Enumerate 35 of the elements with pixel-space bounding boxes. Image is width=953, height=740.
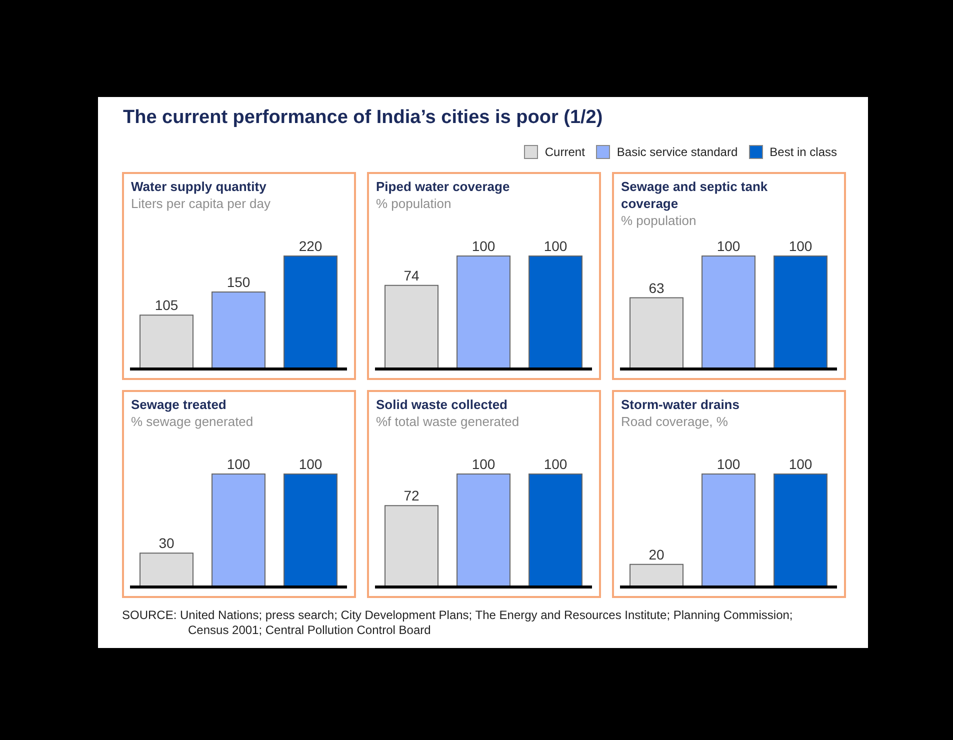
legend-label: Basic service standard (616, 145, 738, 159)
chart-title: Water supply quantity (131, 178, 268, 195)
data-label: 105 (154, 297, 178, 314)
data-label: 100 (788, 456, 812, 472)
chart-subtitle: % population (376, 195, 452, 212)
data-label: 150 (226, 274, 250, 290)
chart-title: Piped water coverage (376, 178, 511, 195)
chart-subtitle: Road coverage, % (621, 413, 729, 430)
data-label: 100 (544, 238, 568, 254)
data-label: 20 (648, 546, 664, 562)
chart-subtitle: % population (621, 212, 698, 229)
chart-title: Sewage and septic tank coverage (621, 178, 769, 212)
source-note: SOURCE: United Nations; press search; City Development Plans; The Energy and Resources Institute; Planning Commission; Census 2001; Central Pollution Control Board (122, 608, 794, 638)
data-label: 100 (788, 238, 812, 254)
data-label: 220 (298, 238, 322, 254)
chart-title: Sewage treated (131, 396, 228, 413)
data-label: 100 (472, 456, 496, 472)
data-label: 72 (404, 488, 420, 504)
chart-subtitle: %f total waste generated (376, 413, 520, 430)
chart-subtitle: Liters per capita per day (131, 195, 272, 212)
data-label: 100 (226, 456, 250, 472)
text: The current performance of India’s cities is poor (1/2) (123, 107, 603, 129)
chart-title: Storm-water drains (621, 396, 740, 413)
data-label: 100 (716, 238, 740, 254)
chart-subtitle: % sewage generated (131, 413, 254, 430)
legend-label: Current (544, 145, 585, 159)
data-label: 100 (716, 456, 740, 472)
chart-title: Solid waste collected (376, 396, 508, 413)
data-label: 100 (298, 456, 322, 472)
data-label: 74 (404, 267, 420, 284)
legend-label: Best in class (770, 145, 837, 159)
data-label: 100 (544, 456, 568, 472)
data-label: 100 (472, 238, 496, 254)
data-label: 30 (158, 535, 174, 552)
data-label: 63 (648, 280, 664, 296)
